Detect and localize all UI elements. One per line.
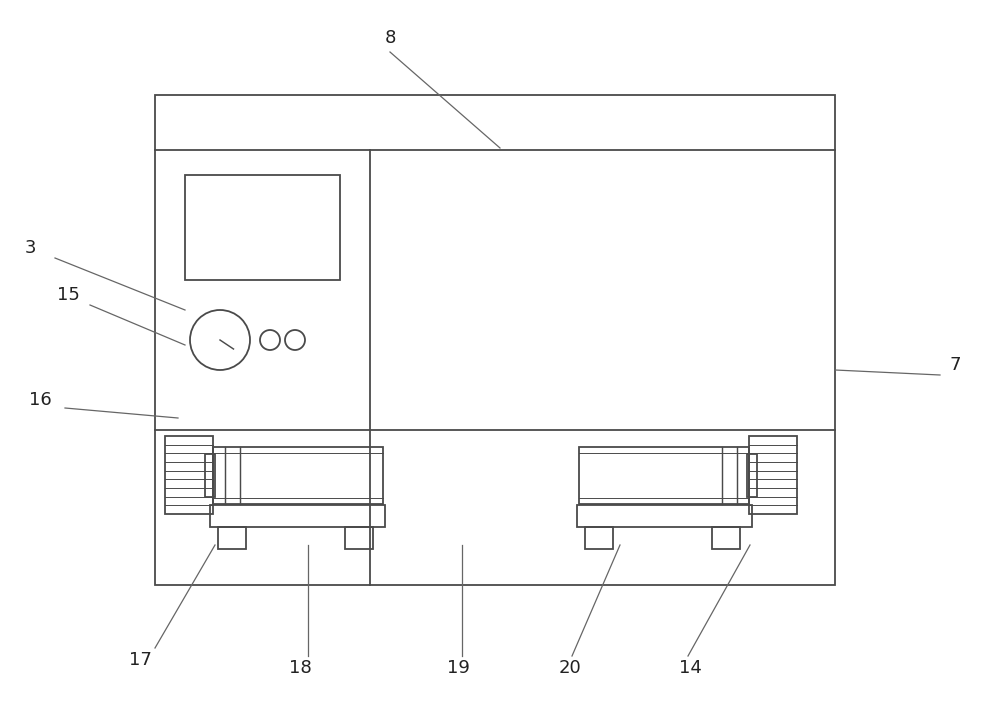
Text: 20: 20 — [559, 659, 581, 677]
Text: 8: 8 — [384, 29, 396, 47]
Text: 16: 16 — [29, 391, 51, 409]
Bar — [205, 454, 215, 497]
Bar — [210, 505, 385, 527]
Bar — [345, 527, 373, 549]
Text: 17: 17 — [129, 651, 151, 669]
Bar — [585, 527, 613, 549]
Bar — [577, 505, 752, 527]
Text: 15: 15 — [57, 286, 79, 304]
Bar — [218, 527, 246, 549]
Bar — [749, 436, 797, 514]
Text: 7: 7 — [949, 356, 961, 374]
Text: 3: 3 — [24, 239, 36, 257]
Text: 18: 18 — [289, 659, 311, 677]
Bar — [213, 447, 383, 504]
Bar — [155, 95, 835, 585]
Bar — [712, 527, 740, 549]
Text: 19: 19 — [447, 659, 469, 677]
Text: 14: 14 — [679, 659, 701, 677]
Bar — [185, 175, 340, 280]
Bar — [165, 436, 213, 514]
Bar — [579, 447, 749, 504]
Bar — [747, 454, 757, 497]
